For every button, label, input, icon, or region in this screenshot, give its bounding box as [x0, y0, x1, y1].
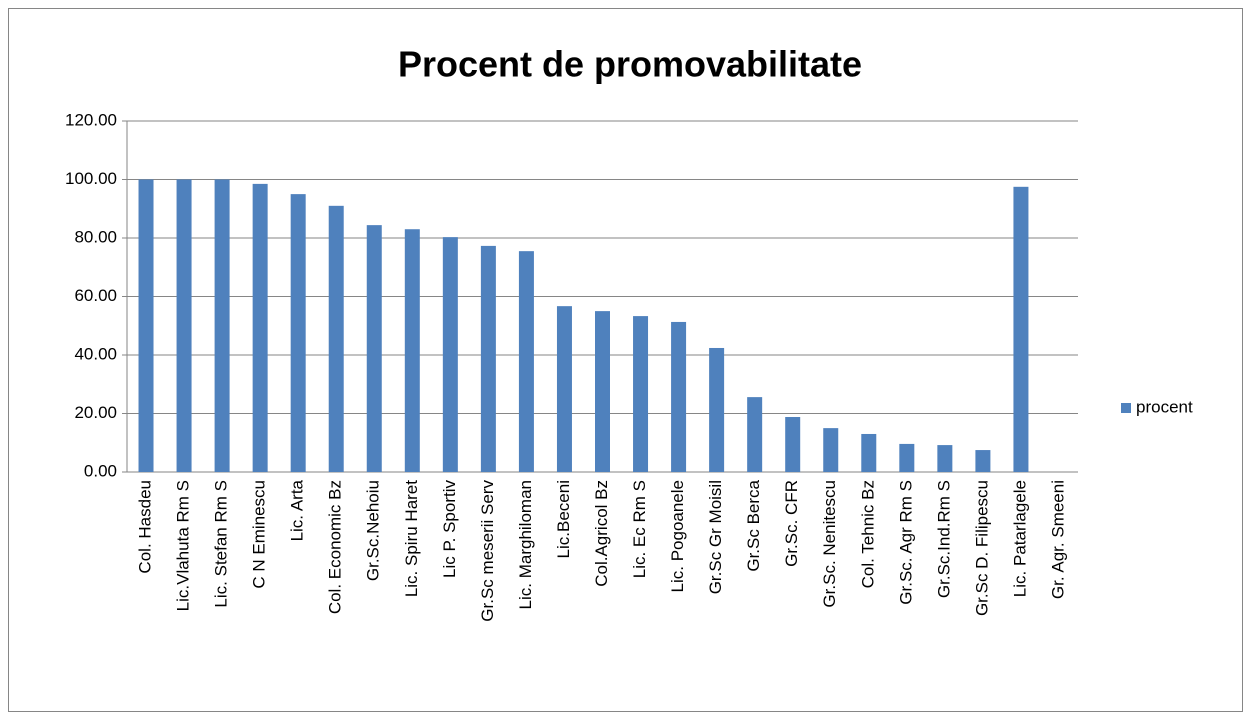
- bar: [747, 397, 763, 472]
- bar: [252, 183, 268, 472]
- bar: [1013, 186, 1029, 472]
- bar: [937, 445, 953, 472]
- bar: [176, 179, 192, 472]
- bar: [975, 450, 991, 472]
- x-tick-label: Col. Tehnic Bz: [858, 480, 877, 588]
- y-tick-label: 0.00: [84, 461, 117, 480]
- bar: [480, 245, 496, 472]
- x-tick-label: Lic. Spiru Haret: [402, 480, 421, 597]
- bar: [138, 179, 154, 472]
- x-tick-label: Lic. Ec Rm S: [630, 480, 649, 578]
- y-tick-label: 60.00: [74, 286, 117, 305]
- y-tick-label: 120.00: [65, 110, 117, 129]
- x-tick-label: Lic.Beceni: [554, 480, 573, 558]
- x-tick-label: Gr.Sc D. Filipescu: [972, 480, 991, 616]
- x-tick-label: Gr.Sc meserii Serv: [478, 480, 497, 622]
- bar: [595, 311, 610, 472]
- legend-label: procent: [1136, 397, 1193, 416]
- bar: [709, 347, 725, 472]
- y-tick-label: 20.00: [74, 403, 117, 422]
- x-tick-label: Gr.Sc. CFR: [782, 480, 801, 567]
- x-tick-label: Lic. Patarlagele: [1010, 480, 1029, 597]
- chart-title: Procent de promovabilitate: [398, 44, 862, 85]
- y-tick-label: 40.00: [74, 344, 117, 363]
- x-tick-label: Lic.Vlahuta Rm S: [174, 480, 193, 611]
- bar: [214, 179, 230, 472]
- x-tick-label: Gr.Sc Berca: [744, 479, 763, 571]
- x-tick-label: Lic P. Sportiv: [440, 480, 459, 578]
- bar: [404, 229, 420, 472]
- x-tick-label: Lic. Stefan Rm S: [212, 480, 231, 608]
- bar: [633, 316, 649, 472]
- x-tick-label: Lic. Pogoanele: [668, 480, 687, 592]
- bar: [290, 194, 306, 472]
- legend-swatch: [1121, 403, 1131, 413]
- x-tick-label: Gr. Agr. Smeeni: [1048, 480, 1067, 599]
- bar: [823, 428, 839, 472]
- x-tick-label: Lic. Arta: [288, 479, 307, 541]
- y-tick-label: 100.00: [65, 169, 117, 188]
- bar: [785, 417, 801, 472]
- bar: [899, 443, 915, 472]
- x-tick-label: Gr.Sc. Agr Rm S: [896, 480, 915, 605]
- bar: [556, 306, 572, 472]
- x-tick-label: Col.Agricol Bz: [592, 480, 611, 587]
- x-tick-label: Lic. Marghiloman: [516, 480, 535, 609]
- x-tick-label: Gr.Sc Gr Moisil: [706, 480, 725, 594]
- bar: [328, 205, 344, 472]
- bar: [671, 321, 687, 472]
- x-tick-label: Col. Hasdeu: [136, 480, 155, 574]
- y-tick-label: 80.00: [74, 227, 117, 246]
- x-tick-label: Gr.Sc.Nehoiu: [364, 480, 383, 581]
- bar: [366, 225, 382, 472]
- x-tick-label: Gr.Sc. Nenitescu: [820, 480, 839, 608]
- x-tick-label: Col. Economic Bz: [326, 480, 345, 614]
- chart-frame: [8, 8, 1243, 712]
- bar: [861, 433, 877, 472]
- bar: [442, 237, 458, 472]
- bar: [518, 251, 534, 472]
- x-tick-label: C N Eminescu: [250, 480, 269, 589]
- x-tick-label: Gr.Sc.Ind.Rm S: [934, 480, 953, 598]
